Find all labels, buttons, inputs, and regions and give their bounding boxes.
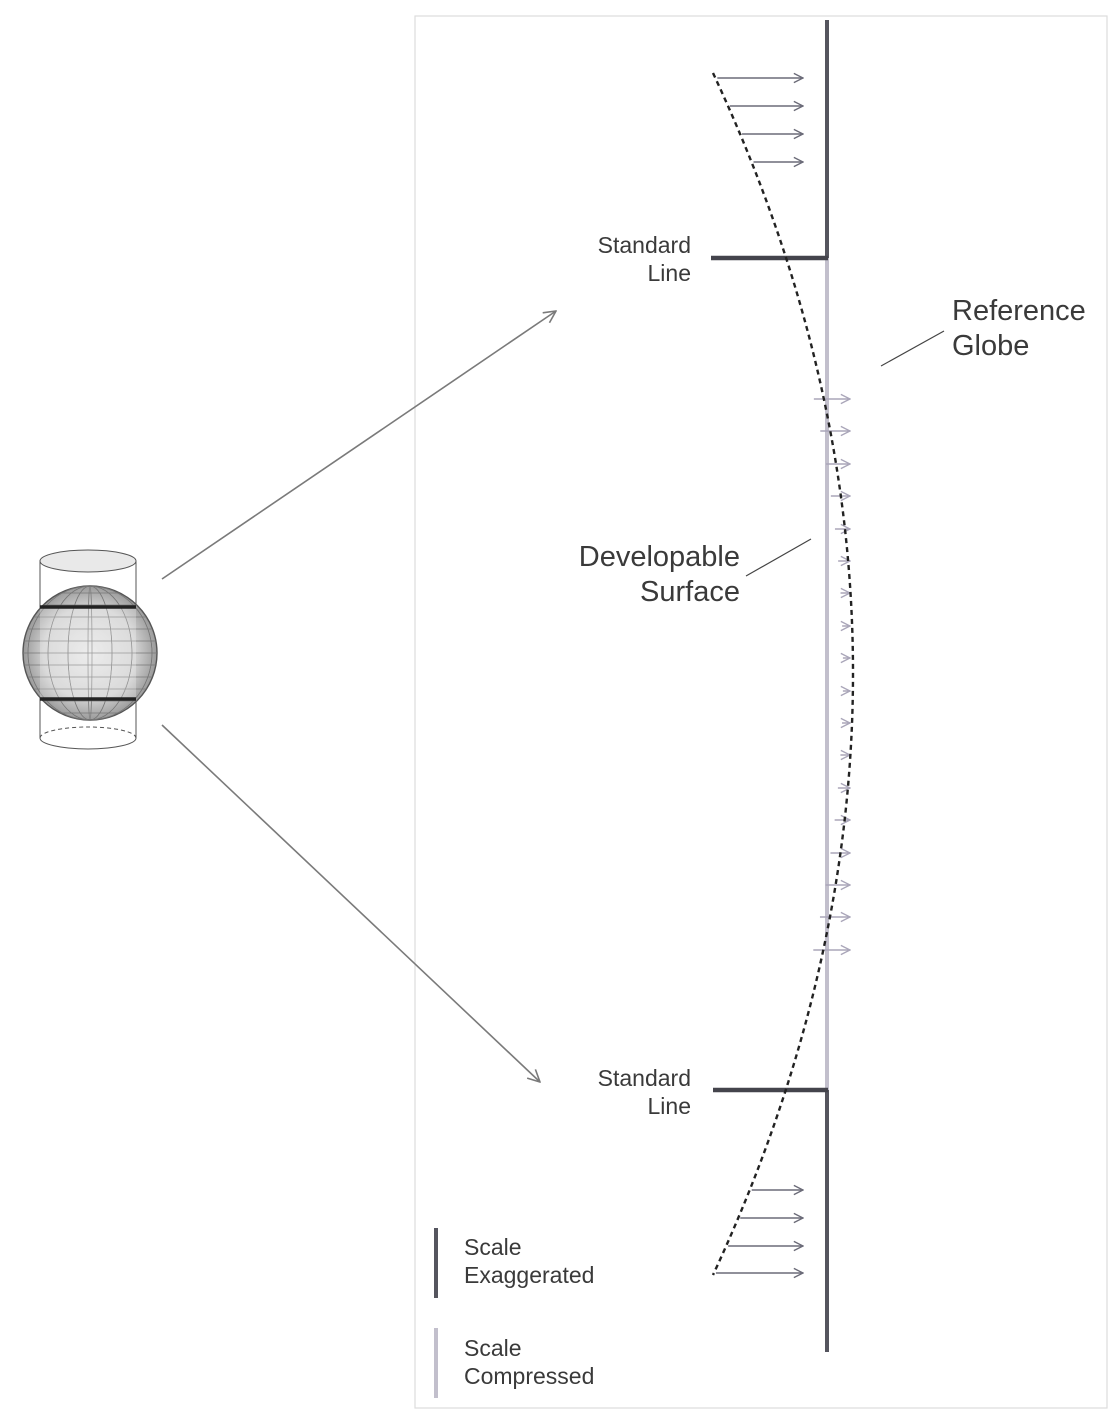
legend-label-compressed-line1: Scale [464, 1335, 522, 1361]
cylinder-bottom-back [39, 726, 137, 739]
leader-reference-globe [880, 330, 945, 367]
standard-line-label-bottom: Standard Line [551, 1065, 691, 1120]
reference-globe-label-line2: Globe [952, 329, 1030, 362]
developable-surface-label: Developable Surface [540, 540, 740, 610]
zoom-arrow-lower [161, 724, 540, 1082]
legend-label-exaggerated-line2: Exaggerated [464, 1261, 595, 1288]
developable-surface-label-line2: Surface [640, 575, 740, 608]
diagram-panel [414, 15, 1108, 1409]
globe-graticule [23, 586, 157, 720]
legend-label-exaggerated-line1: Scale [464, 1234, 522, 1260]
legend-label-exaggerated: Scale Exaggerated [464, 1234, 594, 1289]
standard-line-label-bottom-line2: Line [647, 1092, 691, 1119]
cylinder-bottom-front [39, 737, 137, 750]
cylinder-top [39, 549, 137, 573]
standard-line-label-top-line2: Line [647, 259, 691, 286]
developable-surface-label-line1: Developable [578, 541, 740, 573]
standard-line-label-top-line1: Standard [597, 232, 691, 258]
cylinder-front-band [40, 607, 136, 699]
reference-globe-curve [711, 72, 855, 1276]
legend-label-compressed-line2: Compressed [464, 1362, 595, 1389]
arrows-compressed-middle [813, 399, 850, 950]
reference-globe-label: Reference Globe [952, 294, 1086, 364]
standard-line-label-bottom-line1: Standard [597, 1065, 691, 1091]
zoom-arrow-upper [161, 311, 556, 580]
arrows-exaggerated-top [717, 78, 803, 162]
leader-developable-surface [745, 538, 812, 577]
globe-cylinder-icon [22, 549, 158, 750]
legend-label-compressed: Scale Compressed [464, 1335, 594, 1390]
arrows-exaggerated-bottom [715, 1190, 803, 1273]
standard-line-label-top: Standard Line [551, 232, 691, 287]
reference-globe-label-line1: Reference [952, 295, 1086, 327]
